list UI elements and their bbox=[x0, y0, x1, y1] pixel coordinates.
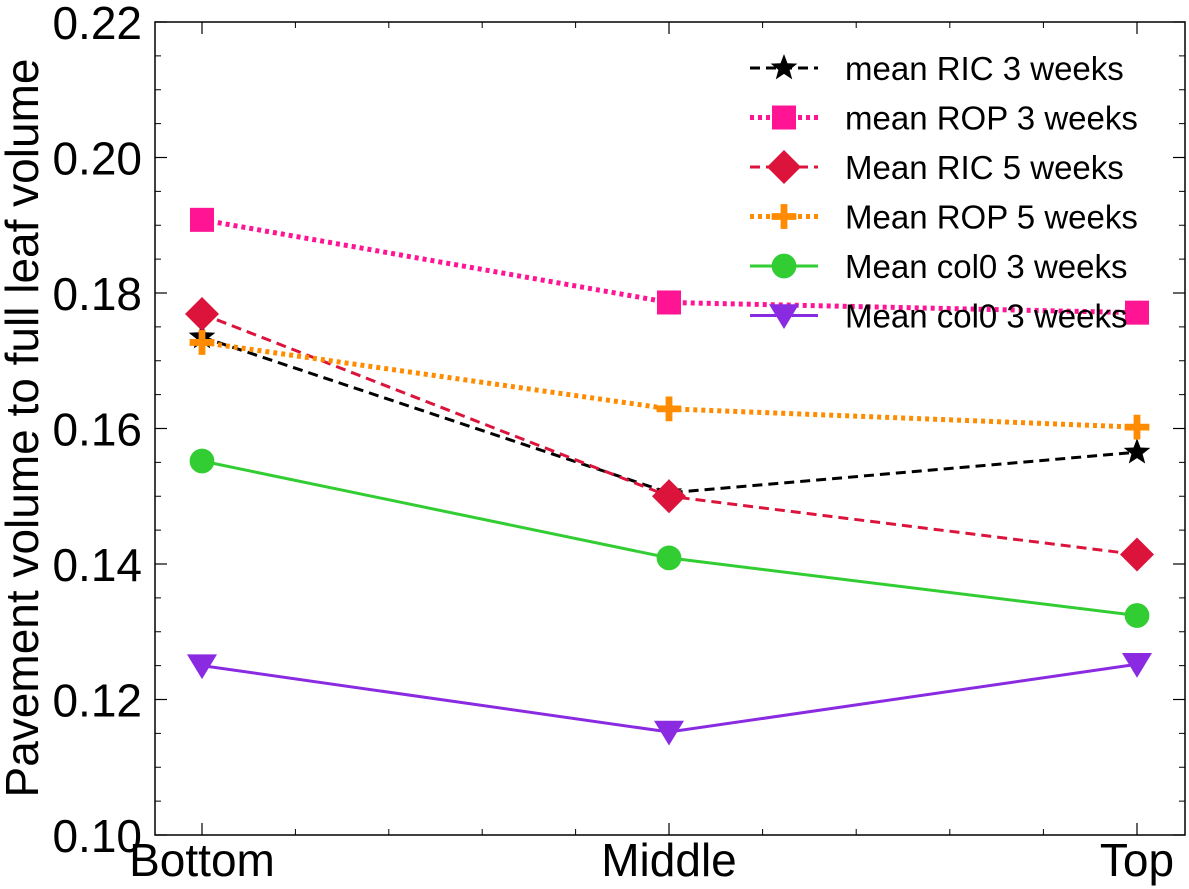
series-line bbox=[201, 312, 1138, 557]
legend-item: Mean col0 3 weeks bbox=[750, 248, 1127, 285]
y-tick-label: 0.16 bbox=[52, 404, 142, 456]
series-group bbox=[187, 653, 1152, 746]
y-tick-label: 0.20 bbox=[52, 133, 142, 185]
series-layer bbox=[185, 207, 1154, 746]
legend-item: Mean col0 3 weeks bbox=[750, 298, 1127, 335]
plus-marker bbox=[656, 396, 682, 422]
y-tick-label: 0.14 bbox=[52, 539, 142, 591]
diamond-marker bbox=[1120, 537, 1154, 572]
series-group bbox=[189, 448, 1150, 628]
triangle-marker bbox=[1122, 653, 1152, 678]
legend-label: mean RIC 3 weeks bbox=[845, 50, 1124, 87]
diamond-marker bbox=[185, 297, 219, 332]
legend-item: Mean RIC 5 weeks bbox=[750, 149, 1124, 186]
legend-label: Mean col0 3 weeks bbox=[845, 248, 1127, 285]
circle-marker bbox=[1124, 603, 1150, 628]
triangle-marker bbox=[654, 720, 684, 746]
legend-label: Mean ROP 5 weeks bbox=[845, 199, 1138, 236]
y-tick-label: 0.18 bbox=[52, 268, 142, 320]
legend-label: Mean col0 3 weeks bbox=[845, 298, 1127, 335]
diamond-marker bbox=[767, 150, 801, 184]
plus-marker bbox=[1124, 414, 1150, 440]
y-axis-label: Pavement volume to full leaf volume bbox=[0, 59, 48, 798]
y-tick-label: 0.22 bbox=[52, 0, 142, 49]
y-tick-label: 0.12 bbox=[52, 675, 142, 727]
plot-frame bbox=[154, 21, 1186, 836]
x-tick-label: Top bbox=[1100, 834, 1174, 886]
triangle-marker bbox=[187, 654, 217, 680]
legend-item: mean RIC 3 weeks bbox=[750, 50, 1124, 87]
tick-labels: 0.10 0.12 0.14 0.16 0.18 0.20 0.22 Bottom Middle… bbox=[52, 0, 1174, 886]
legend-item: mean ROP 3 weeks bbox=[750, 100, 1138, 137]
star-marker bbox=[1123, 438, 1151, 464]
legend-label: mean ROP 3 weeks bbox=[845, 100, 1138, 137]
circle-marker bbox=[189, 448, 215, 474]
x-tick-label: Middle bbox=[601, 834, 737, 886]
legend-item: Mean ROP 5 weeks bbox=[750, 199, 1138, 236]
legend: mean RIC 3 weeks mean ROP 3 weeks Mean RIC… bbox=[750, 50, 1138, 335]
plus-marker bbox=[189, 330, 215, 355]
circle-marker bbox=[771, 253, 797, 279]
diamond-marker bbox=[652, 479, 686, 514]
series-group bbox=[189, 330, 1150, 440]
circle-marker bbox=[656, 545, 682, 571]
square-marker bbox=[772, 105, 796, 130]
legend-label: Mean RIC 5 weeks bbox=[845, 149, 1124, 186]
series-line bbox=[201, 335, 1138, 495]
y-tick-label: 0.10 bbox=[52, 810, 142, 862]
square-marker bbox=[190, 207, 214, 232]
triangle-marker bbox=[769, 304, 799, 329]
x-tick-label: Bottom bbox=[129, 834, 275, 886]
square-marker bbox=[657, 290, 681, 315]
square-marker bbox=[1125, 300, 1149, 325]
plus-marker bbox=[771, 204, 797, 229]
axis-ticks bbox=[155, 21, 1185, 836]
series-group bbox=[185, 297, 1154, 572]
series-group bbox=[190, 207, 1149, 325]
star-marker bbox=[770, 54, 798, 80]
